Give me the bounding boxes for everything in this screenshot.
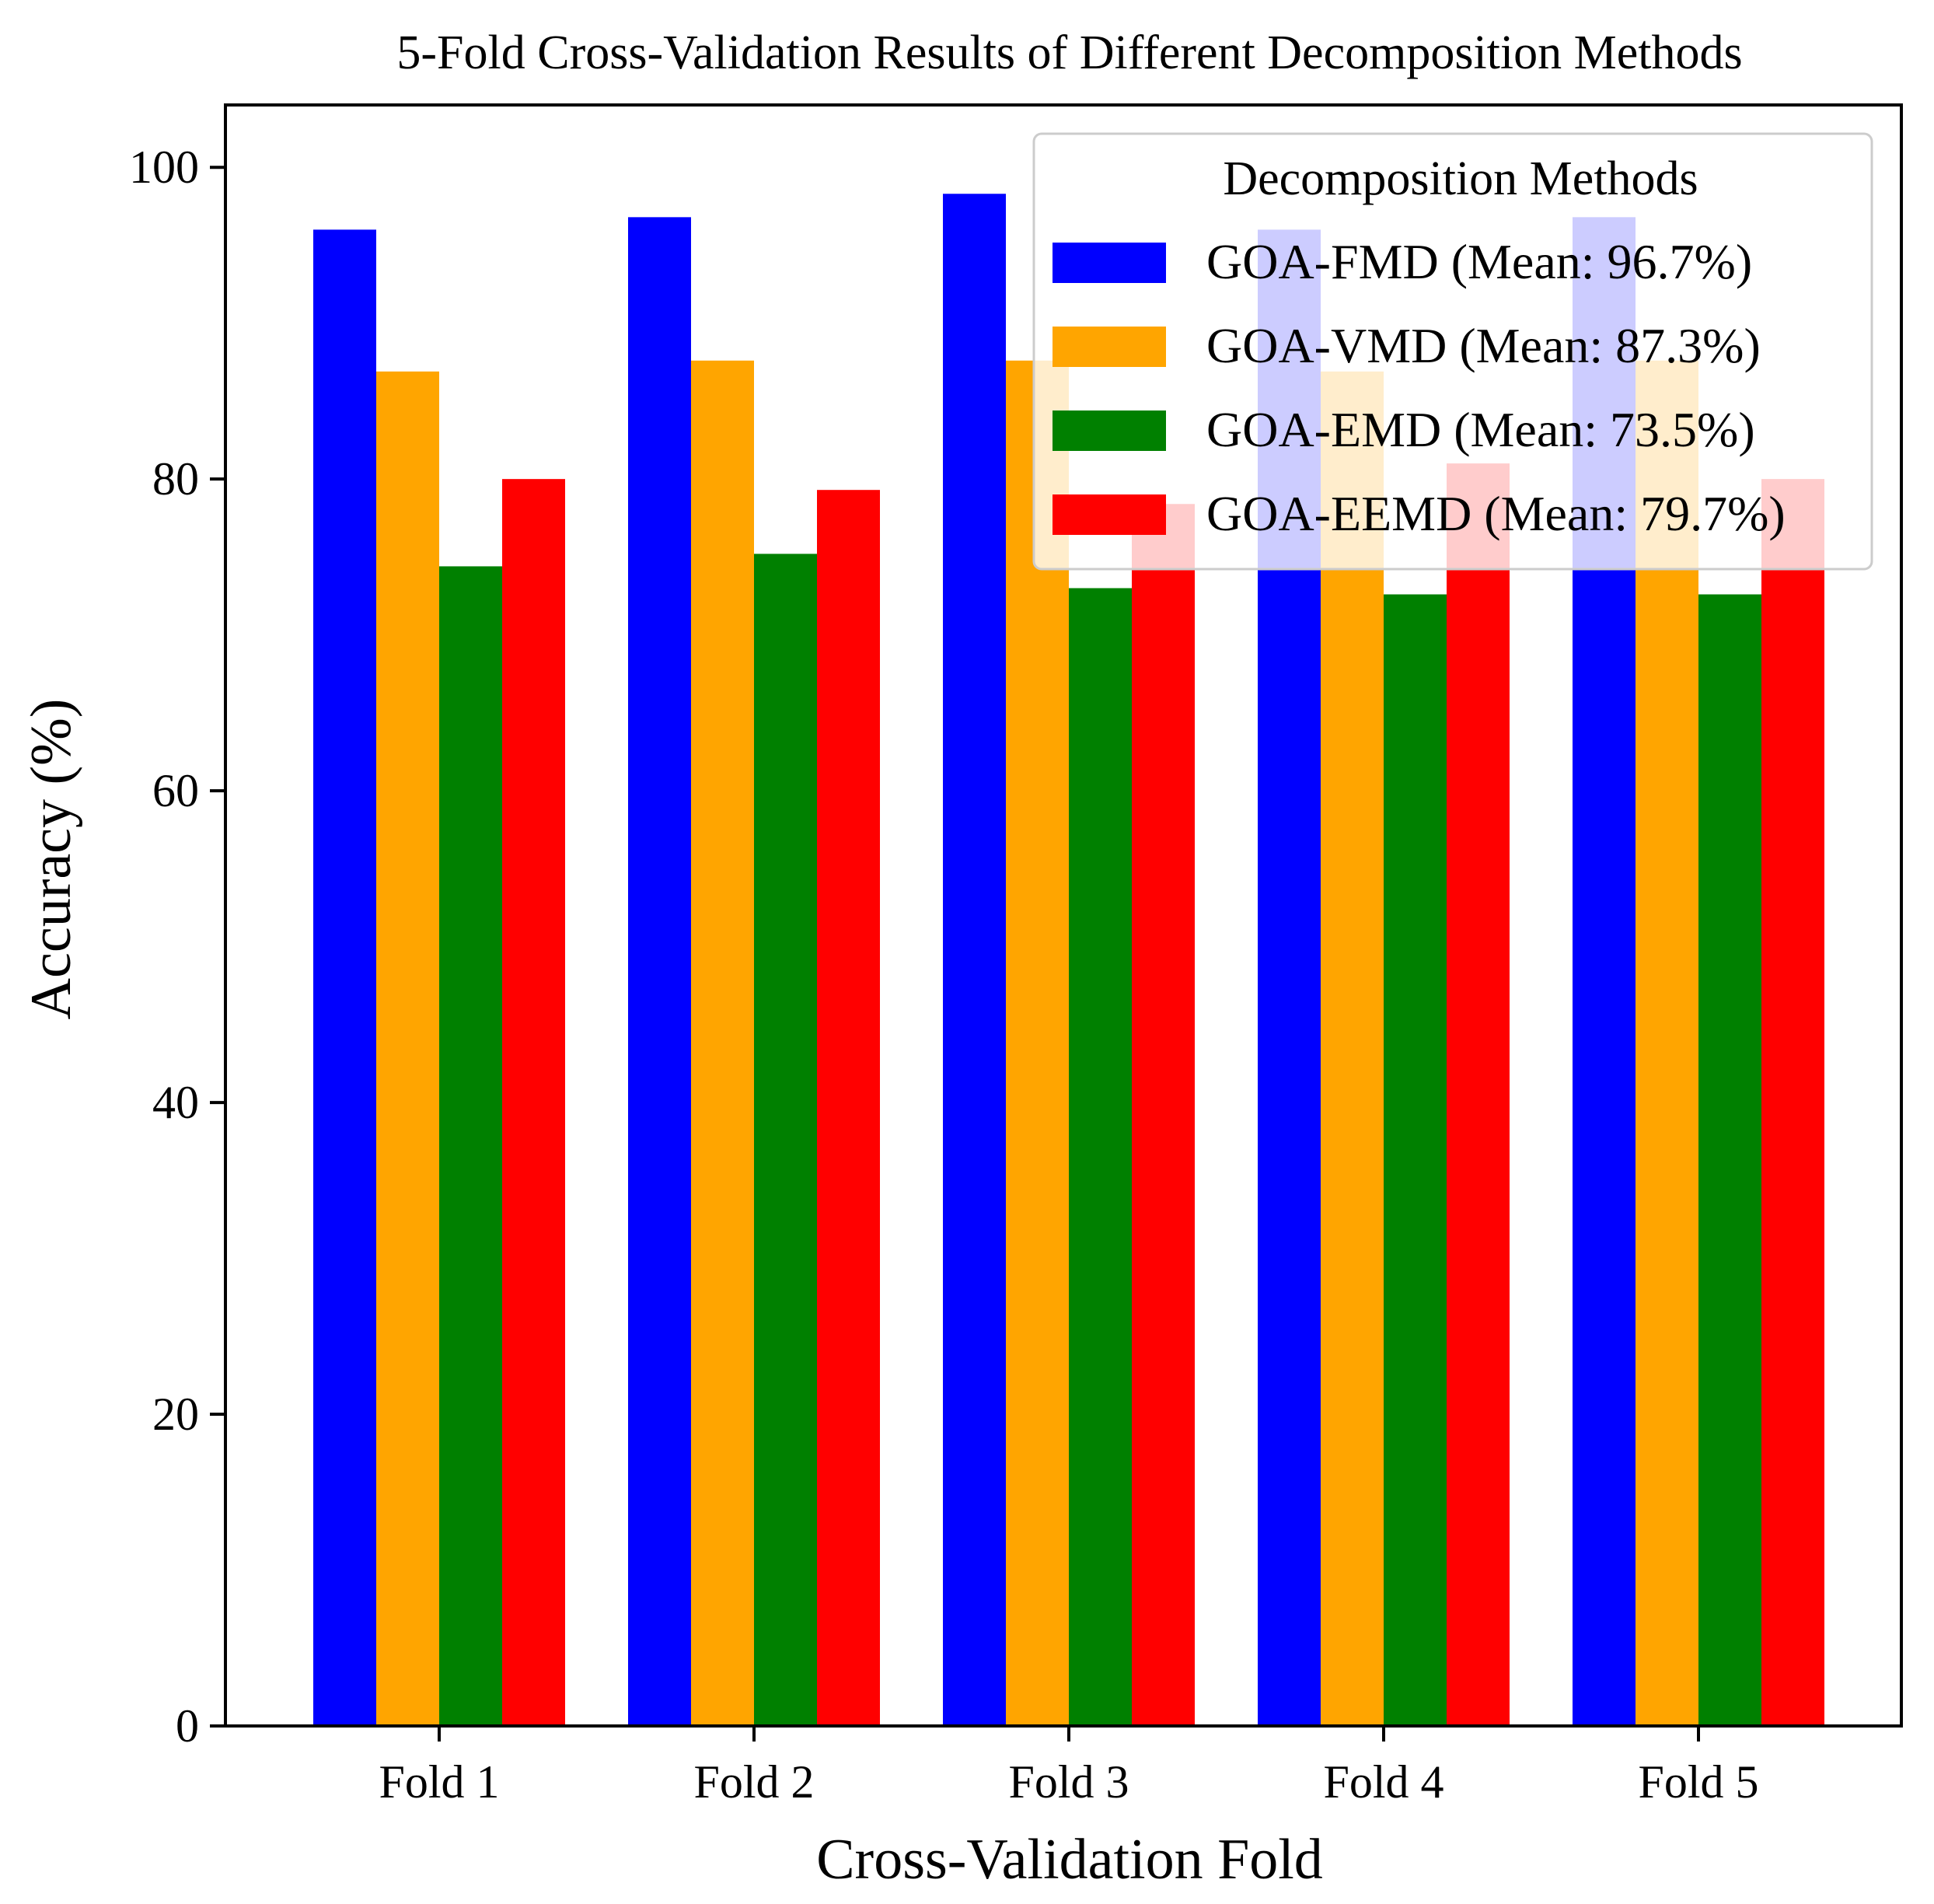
- bar-goa-eemd-fold-1: [502, 479, 565, 1727]
- legend-label-goa-vmd: GOA-VMD (Mean: 87.3%): [1206, 318, 1761, 373]
- x-axis-label: Cross-Validation Fold: [816, 1828, 1323, 1892]
- y-tick-label: 40: [152, 1077, 199, 1128]
- legend-swatch-goa-vmd: [1053, 327, 1166, 367]
- bar-goa-emd-fold-5: [1698, 594, 1761, 1726]
- legend-box: [1032, 132, 1873, 571]
- legend-label-goa-eemd: GOA-EEMD (Mean: 79.7%): [1206, 486, 1786, 541]
- bar-goa-emd-fold-3: [1069, 588, 1132, 1726]
- bar-goa-eemd-fold-4: [1447, 463, 1510, 1727]
- bar-goa-vmd-fold-1: [376, 371, 439, 1726]
- x-tick-label: Fold 3: [1008, 1756, 1129, 1808]
- y-axis-label: Accuracy (%): [19, 699, 83, 1020]
- bar-goa-eemd-fold-3: [1132, 504, 1195, 1727]
- legend-swatch-goa-fmd: [1053, 243, 1166, 283]
- y-tick-label: 80: [152, 453, 199, 505]
- bar-goa-vmd-fold-3: [1006, 360, 1069, 1726]
- y-tick-label: 20: [152, 1389, 199, 1440]
- legend-title: Decomposition Methods: [1223, 152, 1698, 205]
- x-tick-label: Fold 2: [693, 1756, 814, 1808]
- bar-goa-vmd-fold-5: [1636, 360, 1698, 1726]
- plot-frame: [224, 103, 1903, 1728]
- bar-goa-eemd-fold-2: [817, 490, 880, 1726]
- bar-goa-vmd-fold-4: [1321, 371, 1384, 1726]
- x-tick-label: Fold 4: [1323, 1756, 1444, 1808]
- y-tick-label: 60: [152, 765, 199, 816]
- bar-goa-fmd-fold-1: [313, 229, 376, 1726]
- bar-goa-emd-fold-2: [754, 554, 817, 1726]
- axes-layer: 0 20 40 60 80 100 Fold 1 Fold 2 Fold 3 Fold 4 Fold…: [129, 103, 1903, 1808]
- legend-swatch-goa-emd: [1053, 410, 1166, 451]
- legend-label-goa-emd: GOA-EMD (Mean: 73.5%): [1206, 402, 1755, 457]
- chart-title: 5-Fold Cross-Validation Results of Diffe…: [396, 26, 1742, 79]
- bar-goa-vmd-fold-2: [691, 360, 754, 1726]
- bar-goa-eemd-fold-5: [1761, 479, 1824, 1727]
- legend-label-goa-fmd: GOA-FMD (Mean: 96.7%): [1206, 234, 1752, 289]
- bar-goa-fmd-fold-2: [628, 217, 691, 1726]
- legend-swatch-goa-eemd: [1053, 494, 1166, 535]
- bar-goa-emd-fold-1: [439, 566, 502, 1726]
- legend: Decomposition Methods GOA-FMD (Mean: 96.…: [1032, 132, 1873, 571]
- x-tick-label: Fold 5: [1638, 1756, 1758, 1808]
- bar-goa-fmd-fold-3: [943, 194, 1006, 1726]
- x-tick-label: Fold 1: [379, 1756, 499, 1808]
- bar-goa-emd-fold-4: [1384, 594, 1447, 1726]
- y-tick-label: 100: [129, 141, 199, 193]
- legend-entries: GOA-FMD (Mean: 96.7%) GOA-VMD (Mean: 87.3…: [1053, 234, 1786, 541]
- y-tick-label: 0: [176, 1700, 199, 1752]
